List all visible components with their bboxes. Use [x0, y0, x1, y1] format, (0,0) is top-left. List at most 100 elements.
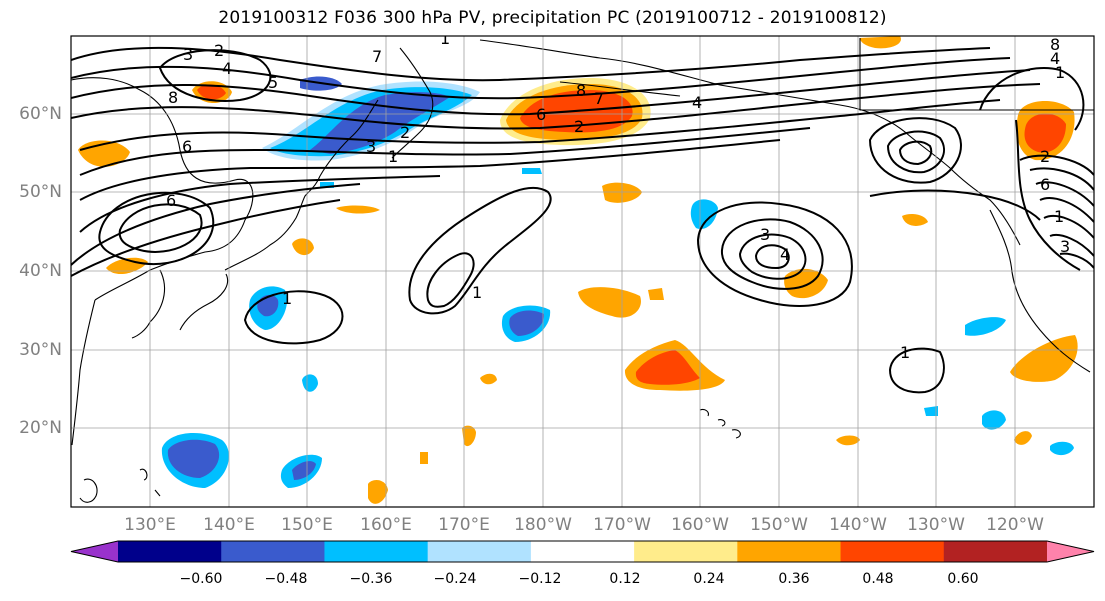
colorbar-extend-low: [71, 541, 118, 562]
coastline: [179, 273, 228, 331]
colorbar-tick-label: −0.24: [433, 571, 477, 587]
contour-label: 1: [282, 289, 292, 308]
pos-anomaly-area: [1024, 113, 1066, 153]
contour-label: 7: [594, 89, 604, 108]
lon-label: 130°E: [124, 515, 176, 535]
pv-contour: [71, 83, 1041, 130]
contour-label: 2: [574, 117, 584, 136]
pv-contour: [898, 140, 933, 166]
colorbar-segment: [840, 541, 945, 562]
coastline: [479, 39, 1021, 246]
lon-label: 170°E: [438, 515, 490, 535]
pv-contour: [71, 183, 361, 266]
neg-anomaly-area: [965, 317, 1006, 336]
colorbar-segment: [324, 541, 429, 562]
coastline: [699, 408, 741, 439]
neg-anomaly-area: [690, 199, 718, 230]
contour-label: 8: [1050, 35, 1060, 54]
pos-anomaly-area: [836, 435, 860, 446]
pos-anomaly-area: [648, 288, 664, 300]
lat-label: 50°N: [19, 182, 62, 202]
lon-label: 150°W: [750, 515, 808, 535]
colorbar-tick-label: 0.36: [778, 571, 810, 587]
contour-label: 8: [168, 88, 178, 107]
lon-label: 140°E: [203, 515, 255, 535]
lon-label: 140°W: [829, 515, 887, 535]
colorbar-tick-label: −0.36: [349, 571, 393, 587]
coastline: [79, 478, 98, 503]
lat-label: 60°N: [19, 104, 62, 124]
contour-label: 1: [440, 29, 450, 48]
contour-label: 4: [692, 93, 702, 112]
colorbar-tick-label: −0.12: [518, 571, 562, 587]
contour-label: 7: [372, 47, 382, 66]
pv-contour: [98, 191, 215, 265]
pv-contour: [888, 347, 945, 394]
colorbar-segment: [221, 541, 325, 562]
colorbar-tick-label: 0.24: [693, 571, 725, 587]
coastline: [319, 99, 379, 177]
contour-label: 1: [388, 147, 398, 166]
pos-anomaly-area: [336, 205, 380, 214]
pv-contour: [426, 252, 475, 308]
neg-anomaly-area: [522, 168, 542, 174]
lat-label: 20°N: [19, 418, 62, 438]
coastlines: [71, 38, 1094, 503]
pv-contour: [158, 49, 272, 102]
colorbar-outline: [70, 540, 1095, 563]
pv-contour: [1043, 215, 1094, 239]
pv-contour: [79, 175, 441, 233]
contour-label: 2: [214, 41, 224, 60]
colorbar-extend-high: [1047, 541, 1094, 562]
neg-anomaly-area: [982, 410, 1006, 430]
contour-label: 4: [780, 245, 790, 264]
neg-anomaly-area: [509, 310, 545, 336]
pv-contour: [118, 203, 203, 253]
colorbar-tick-label: −0.48: [264, 571, 308, 587]
pv-contour: [886, 130, 945, 174]
colorbar-tick-label: 0.60: [947, 571, 979, 587]
pv-contour: [408, 186, 552, 315]
coastline: [139, 468, 161, 497]
pos-anomaly-area: [635, 350, 700, 385]
contour-label: 4: [222, 59, 232, 78]
pv-contour: [79, 99, 1001, 151]
pv-contour: [754, 244, 790, 270]
coastline: [859, 38, 1094, 111]
pos-anomaly-area: [462, 425, 476, 447]
colorbar-segment: [427, 541, 532, 562]
contour-label: 1: [900, 343, 910, 362]
contour-label: 8: [576, 81, 586, 100]
lon-label: 180°W: [514, 515, 572, 535]
pv-contour: [71, 46, 991, 82]
pv-contour: [79, 127, 811, 176]
colorbar-tick-label: 0.12: [609, 571, 641, 587]
pv-contour: [696, 201, 853, 307]
pv-contour: [868, 117, 962, 184]
map-frame: [70, 35, 1095, 508]
coastline: [989, 209, 1091, 373]
contour-label: 3: [760, 225, 770, 244]
coastline: [559, 81, 681, 97]
pv-contour: [869, 189, 1041, 221]
contour-label: 1: [472, 283, 482, 302]
neg-anomaly-area: [1050, 441, 1074, 456]
colorbar-segment: [634, 541, 738, 562]
pos-anomaly-area: [902, 214, 928, 226]
pv-contour: [979, 66, 1085, 131]
contour-label: 6: [1040, 175, 1050, 194]
colorbar-segment: [118, 541, 222, 562]
lon-label: 160°E: [360, 515, 412, 535]
colorbar-segment: [530, 541, 635, 562]
coastline: [71, 299, 96, 446]
pos-anomaly-area: [1010, 335, 1078, 382]
colorbar: [70, 540, 1095, 563]
pos-anomaly-area: [860, 36, 901, 49]
lon-label: 160°W: [671, 515, 729, 535]
contour-labels: 3 2 4 5 7 8 6 6 3 2 1 6 8 7 2 4 1 3 4 1 …: [166, 29, 1070, 362]
pv-contour: [1029, 167, 1094, 191]
pv-contour: [1049, 234, 1094, 257]
contour-label: 3: [366, 137, 376, 156]
pv-contour: [71, 57, 1011, 100]
